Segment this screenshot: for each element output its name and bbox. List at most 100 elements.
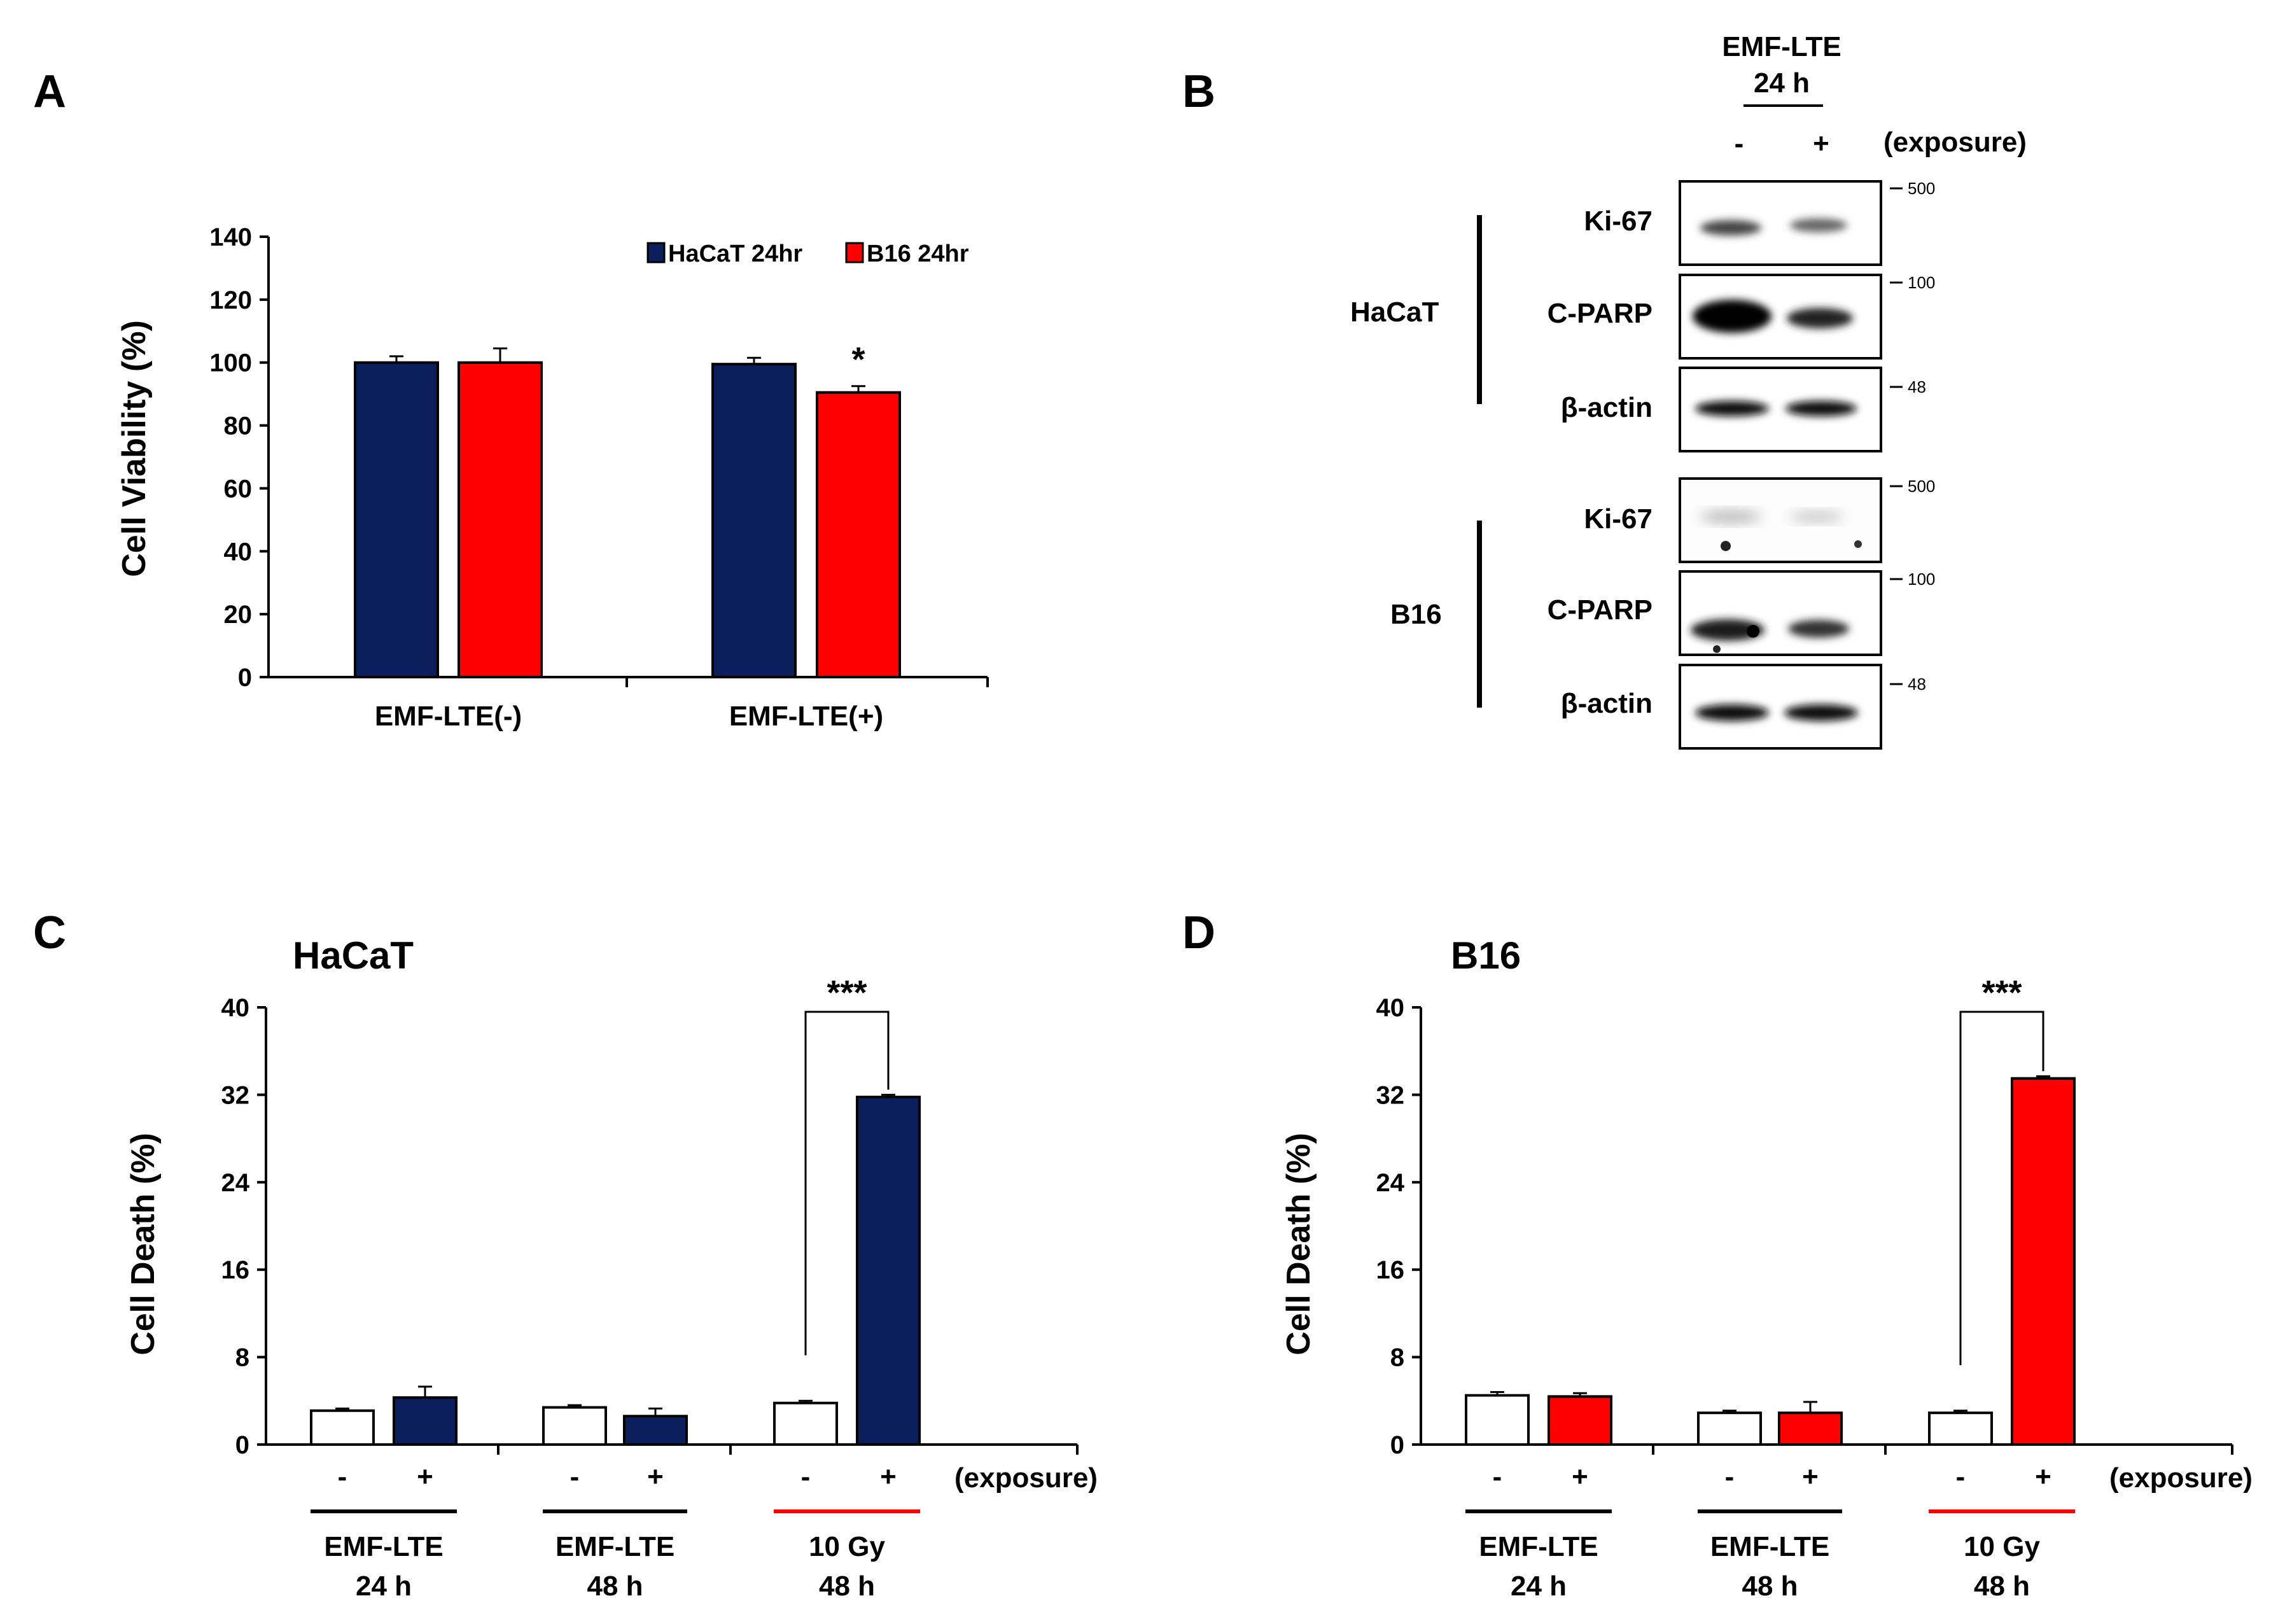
wb-speck-4 (1713, 645, 1721, 653)
legend-swatch-b16 (845, 242, 864, 263)
wb-cellline-b16: B16 (1390, 599, 1442, 630)
a-ytick-label: 120 (209, 286, 252, 314)
exposure-label-c: (exposure) (954, 1462, 1098, 1494)
panel-letter-a: A (33, 66, 66, 117)
c-group-label: EMF-LTE (556, 1531, 674, 1562)
yaxis-c: 0 8 16 24 32 40 (221, 994, 1079, 1459)
wb-marker-48-haca: 48 (1908, 377, 1926, 396)
wb-band-actin-b16-minus (1695, 704, 1769, 721)
a-ytick-label: 40 (224, 538, 253, 566)
c-bar-3 (623, 1415, 688, 1446)
wb-protein-cparp-haca: C-PARP (1548, 298, 1653, 329)
a-bar-1-0 (458, 361, 543, 678)
wb-band-cparp-haca-minus (1693, 300, 1771, 333)
c-group-label: EMF-LTE (324, 1531, 443, 1562)
d-bar-5 (2011, 1077, 2076, 1446)
exposure-label-d: (exposure) (2109, 1462, 2253, 1494)
significance-bracket-c (804, 1011, 890, 1355)
d-sign-label: - (1493, 1461, 1502, 1492)
significance-c: *** (827, 974, 867, 1012)
wb-exposure-label: (exposure) (1883, 127, 2027, 158)
a-ytick-label: 20 (224, 601, 253, 629)
legend-label-b16: B16 24hr (867, 241, 969, 267)
wb-protein-actin-b16: β-actin (1561, 688, 1653, 719)
d-ytick-label: 40 (1376, 994, 1405, 1022)
c-sign-label: - (801, 1461, 811, 1492)
legend-swatch-haca (646, 242, 666, 263)
wb-speck-3 (1747, 625, 1759, 638)
d-ytick-label: 8 (1390, 1344, 1404, 1372)
a-bar-0-0 (354, 361, 439, 678)
c-ytick-label: 24 (221, 1169, 250, 1197)
wb-band-ki67-b16-plus (1790, 512, 1843, 521)
c-group-label: 48 h (587, 1571, 643, 1602)
bars-a (354, 347, 901, 679)
a-ytick-label: 140 (209, 223, 252, 251)
wb-band-cparp-haca-plus (1787, 308, 1853, 328)
c-group-label: 24 h (356, 1571, 412, 1602)
d-sign-label: + (1572, 1461, 1588, 1492)
significance-d: *** (1981, 974, 2022, 1012)
a-ytick-label: 80 (224, 412, 253, 440)
wb-cellline-haca: HaCaT (1350, 297, 1439, 328)
c-bar-5 (856, 1095, 921, 1446)
ylabel-a: Cell Viability (%) (116, 320, 153, 577)
wb-protein-ki67-haca: Ki-67 (1584, 206, 1653, 237)
d-sign-label: - (1956, 1461, 1966, 1492)
wb-lane-minus: - (1735, 128, 1744, 159)
c-ytick-label: 8 (235, 1344, 249, 1372)
group-labels-c: - + EMF-LTE 24 h - + EMF-LTE 48 h - +10 Gy 48 h (311, 1461, 920, 1602)
wb-band-cparp-b16-plus (1788, 620, 1849, 638)
d-bar-0 (1465, 1394, 1530, 1446)
wb-band-ki67-haca-minus (1700, 220, 1761, 235)
c-ytick-label: 40 (221, 994, 250, 1022)
wb-band-actin-haca-plus (1785, 401, 1857, 416)
c-sign-label: - (338, 1461, 347, 1492)
wb-band-ki67-haca-plus (1790, 218, 1847, 232)
c-group-label: 48 h (819, 1571, 875, 1602)
chart-title-c: HaCaT (293, 934, 414, 977)
category-label-a-1: EMF-LTE(+) (729, 701, 883, 732)
c-ytick-label: 16 (221, 1256, 250, 1284)
c-sign-label: + (417, 1461, 433, 1492)
wb-marker-100-b16: 100 (1908, 570, 1935, 589)
c-sign-label: - (570, 1461, 580, 1492)
d-bar-4 (1928, 1411, 1993, 1446)
d-sign-label: + (2035, 1461, 2051, 1492)
wb-protein-cparp-b16: C-PARP (1548, 594, 1653, 626)
wb-header-treatment: EMF-LTE (1722, 31, 1841, 62)
wb-band-cparp-b16-minus (1691, 619, 1764, 641)
c-group-label: 10 Gy (809, 1531, 885, 1562)
panel-letter-c: C (33, 907, 66, 958)
wb-marker-48-b16: 48 (1908, 675, 1926, 694)
wb-lane-plus: + (1813, 128, 1829, 159)
d-sign-label: + (1802, 1461, 1819, 1492)
d-bar-1 (1548, 1395, 1612, 1446)
ylabel-d: Cell Death (%) (1280, 1133, 1317, 1355)
wb-band-actin-b16-plus (1784, 704, 1858, 721)
d-ytick-label: 0 (1390, 1431, 1404, 1459)
group-labels-d: - + EMF-LTE 24 h - + EMF-LTE 48 h - +10 Gy 48 h (1465, 1461, 2075, 1602)
a-ytick-label: 0 (238, 664, 252, 692)
a-ytick-label: 100 (209, 349, 252, 377)
legend-label-haca: HaCaT 24hr (668, 241, 802, 267)
wb-speck-2 (1854, 540, 1862, 548)
d-group-label: 10 Gy (1964, 1531, 2040, 1562)
chart-title-d: B16 (1451, 934, 1521, 977)
panel-letter-d: D (1182, 907, 1215, 958)
bars-c (310, 1093, 921, 1446)
chart-a: Cell Viability (%) 0 20 40 60 80 100 120 140 EM… (116, 223, 989, 732)
wb-marker-500-b16: 500 (1908, 477, 1935, 496)
d-bar-2 (1697, 1411, 1762, 1446)
d-group-label: EMF-LTE (1479, 1531, 1598, 1562)
wb-band-ki67-b16-minus (1700, 512, 1761, 522)
d-group-label: 24 h (1511, 1571, 1567, 1602)
wb-header-time: 24 h (1754, 67, 1810, 99)
chart-d: B16 Cell Death (%) 0 8 16 24 32 40 - + EMF-LTE 2… (1280, 934, 2253, 1602)
a-bar-0-1 (711, 363, 797, 679)
d-ytick-label: 32 (1376, 1081, 1405, 1109)
chart-c: HaCaT Cell Death (%) 0 8 16 24 32 40 - + EMF-LT… (125, 934, 1098, 1602)
wb-marker-500-haca: 500 (1908, 179, 1935, 198)
ylabel-c: Cell Death (%) (125, 1133, 162, 1355)
